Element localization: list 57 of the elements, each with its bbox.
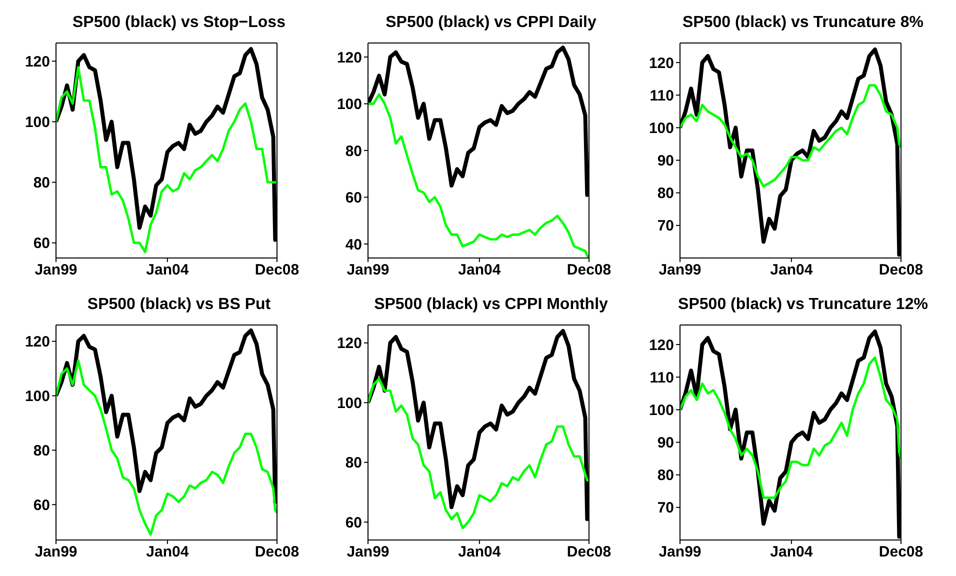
line-series [680,356,901,499]
x-tick-label: Dec08 [878,544,924,561]
x-tick-label: Jan99 [34,262,78,279]
chart-title: SP500 (black) vs CPPI Monthly [373,296,608,315]
y-tick-label: 100 [648,120,674,138]
y-tick-label: 100 [336,394,362,412]
y-tick-label: 100 [336,96,362,114]
y-tick-label: 120 [24,53,50,70]
x-tick-label: Jan04 [146,544,190,561]
y-tick-label: 60 [33,496,50,514]
x-tick-label: Jan99 [346,262,390,279]
line-series [680,84,901,188]
y-tick-label: 120 [648,54,674,72]
y-tick-label: 40 [345,236,362,254]
x-tick-label: Jan04 [146,262,190,279]
y-tick-label: 90 [657,152,674,170]
y-tick-label: 100 [24,114,50,132]
y-tick-label: 120 [336,335,362,352]
chart-title: SP500 (black) vs BS Put [86,296,271,315]
chart-title: SP500 (black) vs CPPI Daily [384,14,596,33]
x-tick-label: Jan04 [458,544,502,561]
x-tick-label: Jan04 [770,262,814,279]
y-tick-label: 80 [33,174,50,192]
x-tick-label: Jan04 [458,262,502,279]
x-tick-label: Jan99 [658,544,702,561]
x-tick-label: Jan04 [770,544,814,561]
x-tick-label: Dec08 [566,544,612,561]
x-tick-label: Dec08 [254,262,300,279]
chart-title: SP500 (black) vs Truncature 8% [682,14,924,33]
line-series [56,359,277,536]
x-tick-label: Dec08 [566,262,612,279]
y-tick-label: 80 [33,442,50,460]
x-tick-label: Jan99 [34,544,78,561]
y-tick-label: 80 [345,142,362,160]
y-tick-label: 120 [24,334,50,351]
y-tick-label: 120 [336,49,362,66]
y-tick-label: 60 [345,190,362,207]
x-tick-label: Jan99 [346,544,390,561]
chart-title: SP500 (black) vs Stop−Loss [72,14,286,33]
y-tick-label: 110 [650,87,674,104]
y-tick-label: 120 [648,336,674,354]
y-tick-label: 110 [650,369,674,386]
y-tick-label: 80 [657,185,674,202]
y-tick-label: 100 [648,402,674,420]
y-tick-label: 90 [657,434,674,452]
y-tick-label: 70 [657,500,674,517]
y-tick-label: 60 [345,514,362,532]
y-tick-label: 100 [24,388,50,406]
line-series [368,378,589,530]
y-tick-label: 80 [345,454,362,472]
chart-title: SP500 (black) vs Truncature 12% [677,296,928,315]
x-tick-label: Jan99 [658,262,702,279]
x-tick-label: Dec08 [878,262,924,279]
y-tick-label: 70 [657,218,674,235]
x-tick-label: Dec08 [254,544,300,561]
y-tick-label: 80 [657,467,674,484]
y-tick-label: 60 [33,235,50,252]
